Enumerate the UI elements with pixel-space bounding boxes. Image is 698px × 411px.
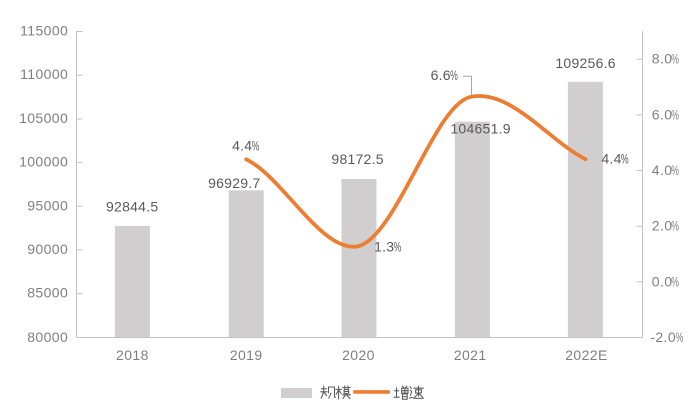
svg-text:2019: 2019 (230, 347, 263, 363)
svg-text:2021: 2021 (454, 347, 487, 363)
svg-text:96929.7: 96929.7 (208, 175, 260, 191)
svg-text:2020: 2020 (342, 347, 375, 363)
svg-text:%: % (676, 330, 684, 346)
svg-text:90000: 90000 (27, 241, 68, 257)
svg-text:%: % (671, 107, 679, 123)
svg-text:6.6: 6.6 (431, 67, 451, 83)
svg-text:98172.5: 98172.5 (331, 151, 383, 167)
svg-text:%: % (671, 219, 679, 235)
svg-text:109256.6: 109256.6 (555, 55, 615, 71)
svg-text:0.0: 0.0 (652, 273, 673, 289)
svg-text:%: % (671, 163, 679, 179)
svg-text:2022E: 2022E (565, 347, 607, 363)
svg-text:115000: 115000 (20, 23, 68, 39)
svg-text:105000: 105000 (19, 110, 68, 126)
svg-text:80000: 80000 (27, 329, 68, 345)
svg-text:110000: 110000 (20, 66, 68, 82)
svg-text:%: % (671, 274, 679, 290)
svg-text:%: % (621, 151, 629, 167)
svg-text:4.4: 4.4 (232, 138, 252, 154)
svg-text:4.4: 4.4 (601, 151, 621, 167)
svg-text:104651.9: 104651.9 (450, 120, 510, 136)
svg-text:%: % (394, 240, 402, 256)
svg-text:92844.5: 92844.5 (106, 199, 158, 215)
svg-text:95000: 95000 (27, 197, 68, 213)
svg-text:%: % (671, 52, 679, 68)
svg-text:100000: 100000 (19, 154, 68, 170)
svg-text:-2.0: -2.0 (650, 329, 676, 345)
svg-text:4.0: 4.0 (652, 162, 673, 178)
svg-text:2.0: 2.0 (652, 218, 673, 234)
svg-text:%: % (450, 68, 458, 84)
svg-text:%: % (252, 138, 260, 154)
svg-text:6.0: 6.0 (652, 106, 673, 122)
svg-text:2018: 2018 (116, 347, 149, 363)
svg-text:1.3: 1.3 (374, 239, 394, 255)
svg-text:85000: 85000 (27, 285, 68, 301)
svg-text:8.0: 8.0 (652, 51, 673, 67)
